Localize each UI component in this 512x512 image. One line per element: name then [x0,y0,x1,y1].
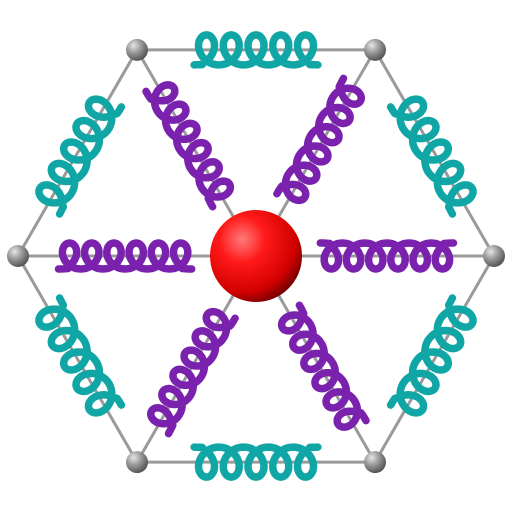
vertex-node [364,38,386,61]
inner-spring [146,307,239,438]
vertex-node [126,38,148,61]
inner-spring [54,239,196,273]
outer-spring [35,95,126,218]
vertex-node [483,245,505,267]
vertex-nodes [7,38,505,474]
hexagon-frame [16,48,496,464]
vertex-node [126,451,148,474]
outer-spring [190,31,322,69]
vertex-node [7,245,29,267]
inner-spring [273,74,366,205]
frame-edge [16,49,139,257]
frame-edge [373,49,496,257]
inner-spring [277,301,370,431]
outer-spring [386,95,477,218]
center-node [210,210,302,302]
vertex-node [364,451,386,474]
outer-springs [35,31,477,481]
outer-spring [190,443,322,481]
inner-spring [142,81,235,211]
frame-edge [373,255,496,463]
inner-spring [316,239,458,273]
frame-edge [16,255,139,463]
outer-spring [35,294,126,417]
outer-spring [386,294,477,417]
inner-springs [54,74,458,438]
